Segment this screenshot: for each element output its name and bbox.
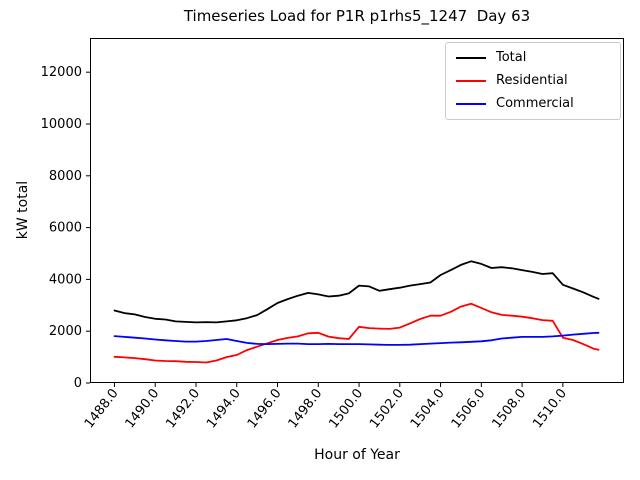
legend-label: Residential [496,73,568,88]
y-axis-tick-label: 12000 [41,65,82,80]
x-axis-label: Hour of Year [314,447,400,463]
y-axis-label: kW total [15,180,31,240]
x-axis-tick-label: 1502.0 [367,386,407,431]
y-axis-tick-label: 6000 [49,221,82,236]
y-axis-tick-label: 4000 [49,272,82,287]
x-axis-tick-label: 1504.0 [408,386,448,431]
x-axis-tick-label: 1494.0 [204,386,244,431]
x-axis-tick-label: 1492.0 [163,386,203,431]
legend-line-swatch [456,80,486,82]
legend-label: Commercial [496,96,574,111]
series-line-total [113,260,600,324]
x-axis-tick-label: 1500.0 [326,386,366,431]
y-axis-tick-label: 0 [74,376,82,391]
legend-item-commercial: Commercial [456,96,610,112]
legend: Total Residential Commercial [445,42,621,120]
x-axis-tick-label: 1488.0 [82,386,122,431]
x-axis-tick-label: 1498.0 [286,386,326,431]
legend-item-total: Total [456,50,610,66]
axes-frame [90,38,624,383]
legend-item-residential: Residential [456,73,610,89]
series-line-residential [113,302,600,364]
x-axis-tick-label: 1510.0 [530,386,570,431]
x-axis-tick-label: 1496.0 [245,386,285,431]
y-axis-tick-label: 10000 [41,117,82,132]
legend-line-swatch [456,57,486,59]
x-axis-tick-label: 1490.0 [123,386,163,431]
x-axis-tick-label: 1508.0 [489,386,529,431]
y-axis-tick-label: 8000 [49,169,82,184]
legend-label: Total [496,50,527,65]
legend-line-swatch [456,103,486,105]
series-line-commercial [113,331,600,346]
y-axis-tick-label: 2000 [49,324,82,339]
x-axis-tick-label: 1506.0 [449,386,489,431]
chart-title: Timeseries Load for P1R p1rhs5_1247 Day … [183,7,531,25]
